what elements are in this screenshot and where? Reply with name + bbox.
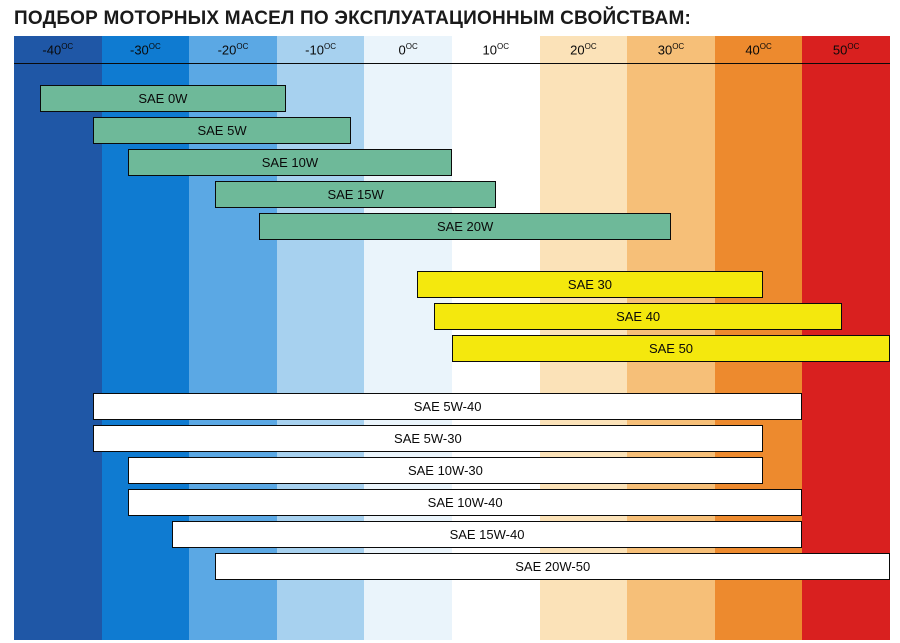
bar-label: SAE 15W bbox=[327, 187, 383, 202]
bar-sae-0w: SAE 0W bbox=[40, 85, 285, 112]
bar-sae-10w: SAE 10W bbox=[128, 149, 452, 176]
temperature-tick-row: -40OC-30OC-20OC-10OC0OC10OC20OC30OC40OC5… bbox=[14, 36, 890, 57]
bar-label: SAE 0W bbox=[138, 91, 187, 106]
tick--10: -10OC bbox=[277, 36, 365, 57]
tick-10: 10OC bbox=[452, 36, 540, 57]
tick--40: -40OC bbox=[14, 36, 102, 57]
tick-30: 30OC bbox=[627, 36, 715, 57]
bar-label: SAE 15W-40 bbox=[450, 527, 525, 542]
tick--30: -30OC bbox=[102, 36, 190, 57]
bar-label: SAE 5W-30 bbox=[394, 431, 462, 446]
bar-label: SAE 5W bbox=[197, 123, 246, 138]
bar-label: SAE 30 bbox=[568, 277, 612, 292]
oil-range-chart: -40OC-30OC-20OC-10OC0OC10OC20OC30OC40OC5… bbox=[14, 36, 890, 640]
tick-0: 0OC bbox=[364, 36, 452, 57]
bar-sae-10w-30: SAE 10W-30 bbox=[128, 457, 763, 484]
temp-column-4 bbox=[364, 36, 452, 640]
tick-40: 40OC bbox=[715, 36, 803, 57]
bar-sae-15w: SAE 15W bbox=[215, 181, 495, 208]
bar-label: SAE 10W-40 bbox=[428, 495, 503, 510]
x-axis-line bbox=[14, 63, 890, 64]
bar-sae-40: SAE 40 bbox=[434, 303, 841, 330]
bar-sae-15w-40: SAE 15W-40 bbox=[172, 521, 803, 548]
bar-sae-5w-30: SAE 5W-30 bbox=[93, 425, 763, 452]
bar-sae-5w: SAE 5W bbox=[93, 117, 351, 144]
bar-sae-10w-40: SAE 10W-40 bbox=[128, 489, 803, 516]
bar-label: SAE 10W-30 bbox=[408, 463, 483, 478]
temp-column-0 bbox=[14, 36, 102, 640]
bar-sae-5w-40: SAE 5W-40 bbox=[93, 393, 803, 420]
bar-label: SAE 50 bbox=[649, 341, 693, 356]
bar-label: SAE 10W bbox=[262, 155, 318, 170]
bar-label: SAE 20W bbox=[437, 219, 493, 234]
bar-label: SAE 5W-40 bbox=[414, 399, 482, 414]
page-title: ПОДБОР МОТОРНЫХ МАСЕЛ ПО ЭКСПЛУАТАЦИОННЫ… bbox=[14, 8, 900, 30]
tick--20: -20OC bbox=[189, 36, 277, 57]
bar-label: SAE 20W-50 bbox=[515, 559, 590, 574]
tick-50: 50OC bbox=[802, 36, 890, 57]
bar-sae-20w-50: SAE 20W-50 bbox=[215, 553, 890, 580]
tick-20: 20OC bbox=[540, 36, 628, 57]
bar-sae-50: SAE 50 bbox=[452, 335, 890, 362]
bar-sae-30: SAE 30 bbox=[417, 271, 763, 298]
bar-sae-20w: SAE 20W bbox=[259, 213, 671, 240]
bar-label: SAE 40 bbox=[616, 309, 660, 324]
